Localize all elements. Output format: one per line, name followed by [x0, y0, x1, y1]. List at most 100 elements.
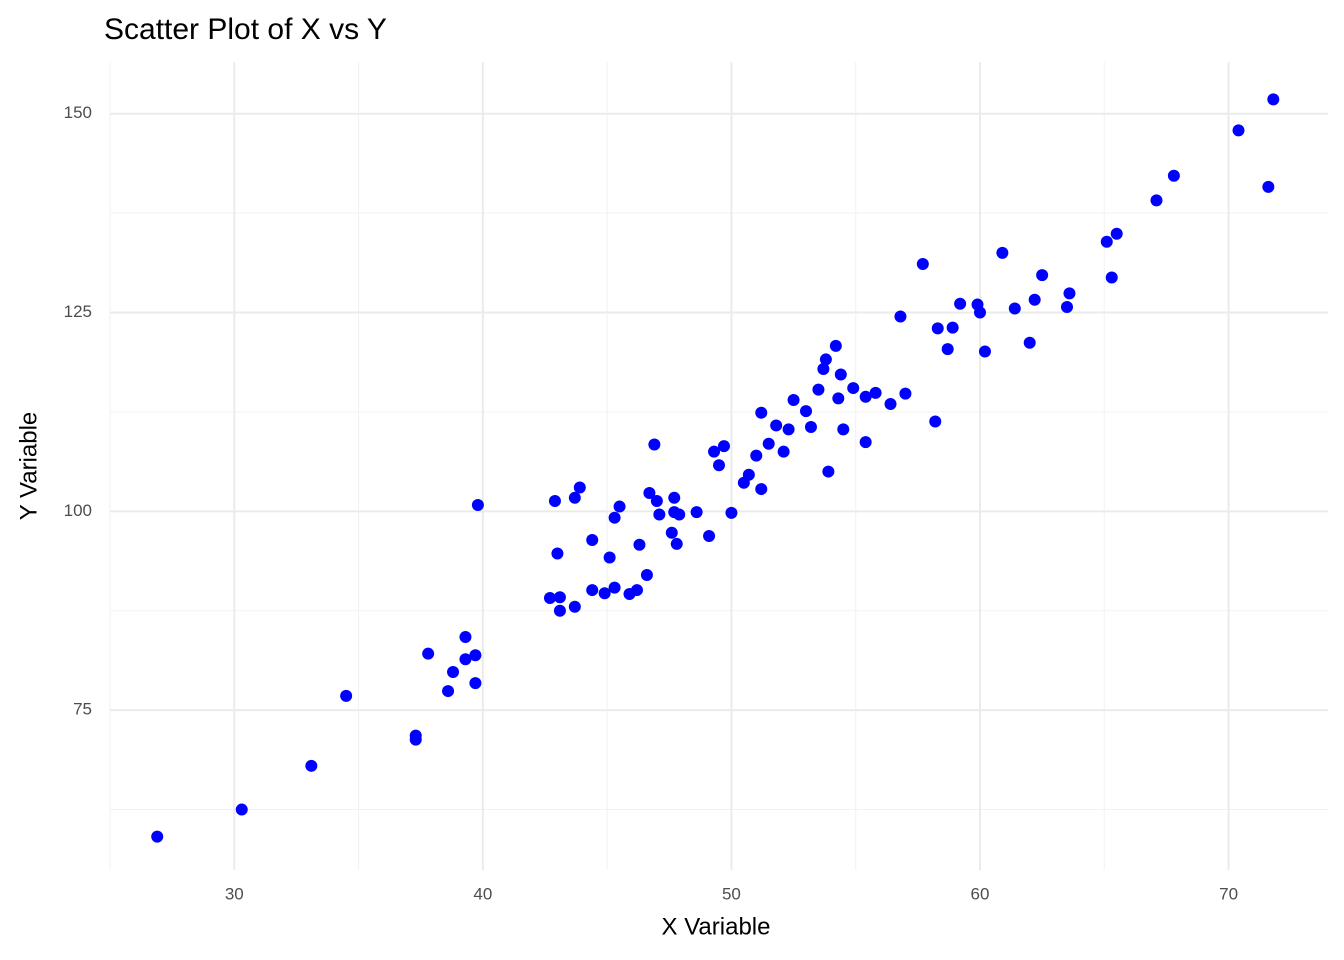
point	[869, 386, 882, 399]
point	[469, 649, 482, 662]
point	[859, 390, 872, 403]
chart-title: Scatter Plot of X vs Y	[104, 13, 387, 46]
point	[1232, 124, 1245, 137]
point	[1167, 169, 1180, 182]
point	[670, 537, 683, 550]
point	[305, 759, 318, 772]
point	[954, 297, 967, 310]
point	[804, 421, 817, 434]
y-tick-label: 75	[73, 700, 92, 719]
x-tick-label: 50	[722, 884, 741, 903]
point	[553, 591, 566, 604]
point	[859, 436, 872, 449]
point	[568, 491, 581, 504]
point	[447, 665, 460, 678]
y-tick-label: 125	[64, 302, 92, 321]
point	[643, 487, 656, 500]
point	[690, 506, 703, 519]
y-tick-label: 150	[64, 103, 92, 122]
point	[782, 423, 795, 436]
point	[834, 368, 847, 381]
point	[573, 481, 586, 494]
point	[717, 440, 730, 453]
point	[586, 584, 599, 597]
point	[978, 345, 991, 358]
point	[471, 498, 484, 511]
point	[668, 491, 681, 504]
point	[929, 415, 942, 428]
point	[1036, 269, 1049, 282]
point	[1110, 227, 1123, 240]
point	[946, 321, 959, 334]
point	[469, 677, 482, 690]
point	[673, 508, 686, 521]
point	[974, 306, 986, 319]
point	[817, 362, 830, 375]
point	[340, 689, 353, 702]
point	[548, 494, 561, 507]
point	[459, 630, 472, 643]
point	[648, 438, 661, 451]
point	[713, 459, 725, 472]
point	[762, 437, 775, 450]
point	[1023, 336, 1036, 349]
point	[755, 483, 768, 496]
x-axis-title: X Variable	[662, 913, 771, 940]
point	[650, 494, 663, 507]
point	[653, 508, 666, 521]
y-tick-label: 100	[64, 501, 92, 520]
point	[829, 339, 842, 352]
x-tick-label: 40	[473, 884, 492, 903]
point	[543, 592, 556, 605]
point	[1028, 293, 1041, 306]
point	[742, 468, 755, 481]
point	[640, 568, 653, 581]
point	[755, 406, 768, 419]
point	[235, 803, 248, 816]
point	[1063, 287, 1076, 300]
point	[847, 382, 860, 395]
point	[409, 733, 422, 746]
point	[996, 246, 1009, 259]
point	[916, 258, 929, 270]
point	[551, 547, 564, 560]
point	[459, 653, 472, 666]
point	[603, 551, 616, 564]
point	[608, 511, 621, 524]
point	[931, 322, 944, 335]
point	[1262, 180, 1275, 193]
point	[800, 405, 812, 418]
point	[1267, 93, 1280, 106]
point	[422, 647, 435, 660]
point	[787, 393, 800, 406]
point	[1061, 300, 1073, 313]
point	[1150, 194, 1163, 207]
point	[819, 353, 832, 366]
point	[553, 604, 566, 617]
point	[884, 397, 897, 410]
x-tick-label: 70	[1219, 884, 1238, 903]
point	[1100, 235, 1113, 248]
point	[899, 387, 912, 400]
point	[750, 449, 763, 462]
point	[1105, 271, 1118, 284]
point	[608, 581, 621, 594]
point	[832, 392, 845, 405]
x-tick-label: 60	[971, 884, 990, 903]
point	[613, 500, 626, 513]
point	[703, 529, 716, 542]
point	[633, 538, 646, 551]
point	[568, 600, 581, 613]
point	[708, 445, 721, 458]
point	[822, 465, 835, 478]
x-tick-label: 30	[225, 884, 244, 903]
y-axis-title: Y Variable	[15, 412, 42, 521]
point	[1008, 302, 1021, 315]
point	[725, 506, 738, 519]
point	[812, 383, 825, 396]
point	[837, 423, 850, 436]
point	[894, 310, 907, 323]
point	[630, 584, 643, 597]
point	[777, 445, 790, 458]
